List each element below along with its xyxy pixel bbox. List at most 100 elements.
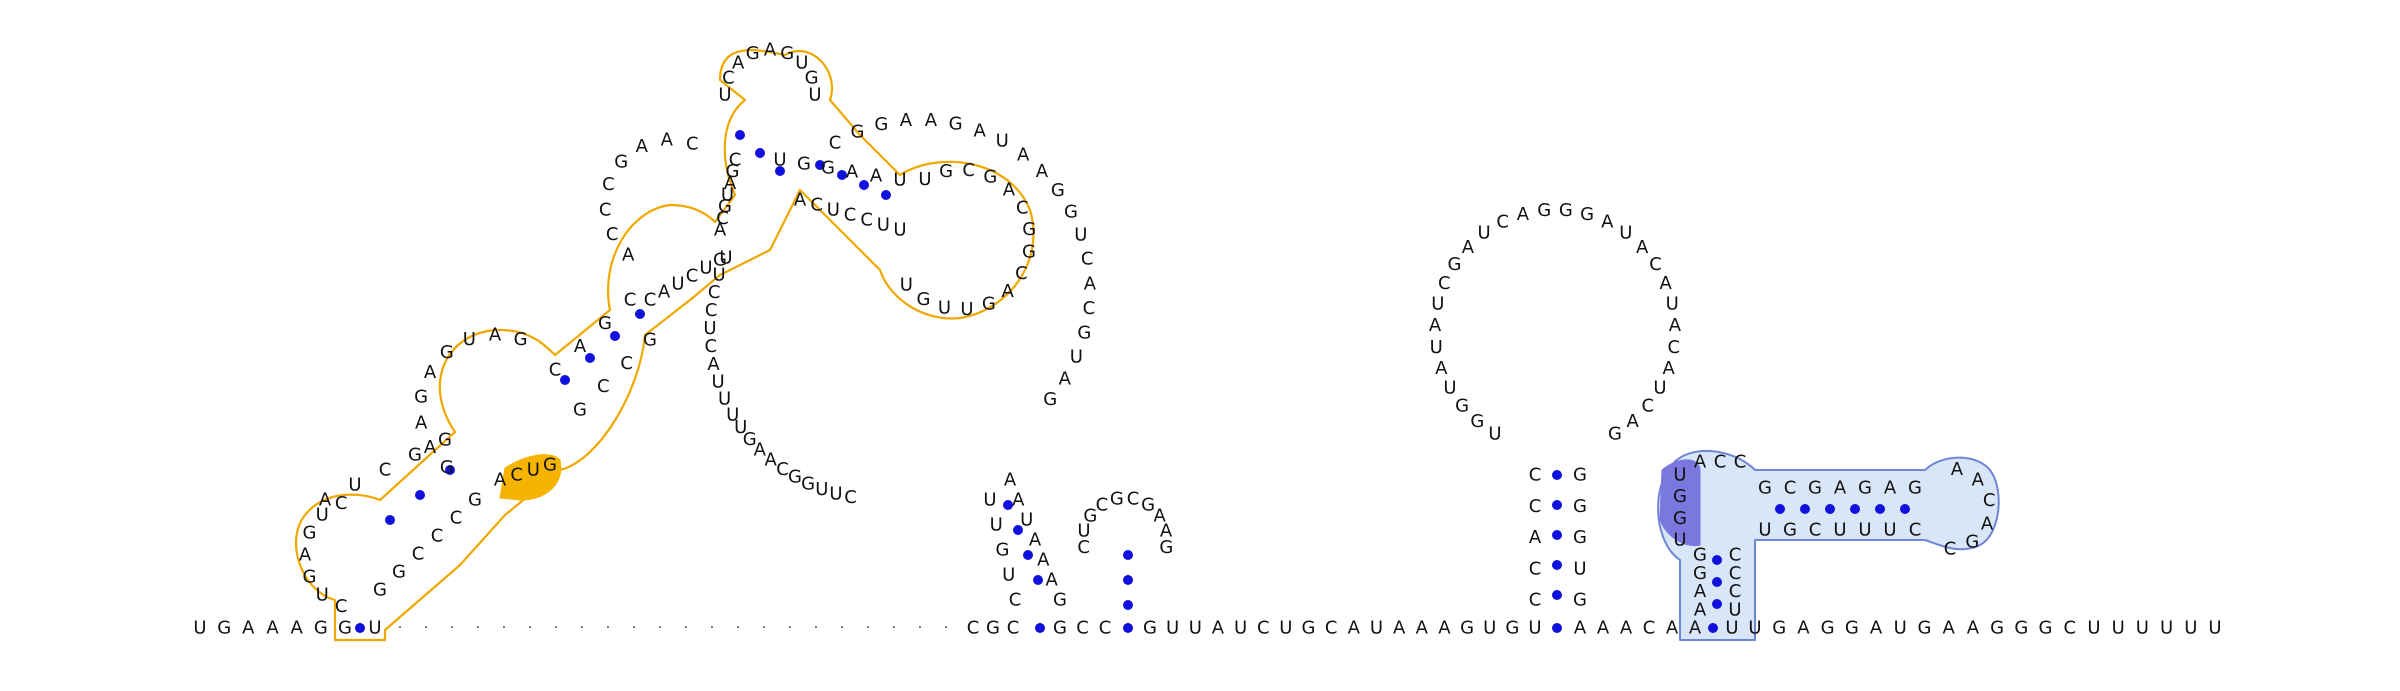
backbone-dash: · [424,620,428,636]
nucleotide: U [463,329,476,350]
nucleotide: U [1528,618,1541,639]
nucleotide-three-prime: U [1748,618,1761,639]
nucleotide: U [983,490,996,511]
nucleotide: A [1601,212,1614,233]
nucleotide: G [788,467,802,488]
backbone-dash: · [632,620,636,636]
nucleotide: A [1036,161,1049,182]
nucleotide: A [900,110,913,131]
nucleotide-three-prime: A [1797,618,1810,639]
nucleotide: A [732,53,745,74]
nucleotide: U [990,515,1003,536]
base-pair-dot [881,190,891,200]
nucleotide: G [1043,389,1057,410]
nucleotide: C [599,199,612,220]
nucleotide: G [598,313,612,334]
nucleotide: C [962,160,975,181]
nucleotide: C [1081,248,1094,269]
nucleotide: C [844,205,857,226]
nucleotide: C [1944,539,1957,560]
nucleotide: C [686,133,699,154]
nucleotide: A [658,282,671,303]
nucleotide: A [1689,618,1702,639]
nucleotide: A [794,190,807,211]
nucleotide: G [1505,618,1519,639]
nucleotide: C [606,224,619,245]
nucleotide: A [1435,358,1448,379]
nucleotide: C [776,459,789,480]
nucleotide: U [1279,618,1292,639]
backbone-dash: · [476,620,480,636]
nucleotide-five-prime: A [266,618,279,639]
nucleotide: U [1673,530,1686,551]
nucleotide: A [1663,358,1676,379]
nucleotide: C [1714,452,1727,473]
nucleotide: C [1809,520,1822,541]
nucleotide: A [636,136,649,157]
nucleotide: U [703,318,716,339]
nucleotide: U [808,85,821,106]
nucleotide: C [1009,590,1022,611]
nucleotide: U [893,170,906,191]
backbone-dash: · [450,620,454,636]
base-pair-dot [1123,550,1133,560]
nucleotide: U [1430,337,1443,358]
nucleotide: G [746,43,760,64]
nucleotide: A [424,437,437,458]
nucleotide: G [543,455,557,476]
nucleotide: C [844,487,857,508]
nucleotide: U [918,169,931,190]
nucleotide: C [705,336,718,357]
nucleotide: A [1834,478,1847,499]
base-pair-dot [1552,623,1562,633]
nucleotide: U [1234,618,1247,639]
nucleotide: U [1478,223,1491,244]
base-pair-dot [1552,590,1562,600]
nucleotide: C [1096,494,1109,515]
nucleotide: A [1084,273,1097,294]
nucleotide: A [1884,478,1897,499]
nucleotide: C [860,210,873,231]
nucleotide: G [303,523,317,544]
nucleotide-three-prime: A [1943,618,1956,639]
nucleotide: G [614,151,628,172]
nucleotide: A [1597,618,1610,639]
nucleotide: C [1784,478,1797,499]
nucleotide: C [1099,618,1112,639]
backbone-dash: · [866,620,870,636]
backbone-dash: · [736,620,740,636]
nucleotide: C [1983,490,1996,511]
base-pair-dot [1035,623,1045,633]
base-pair-dot [1552,530,1562,540]
nucleotide: U [1833,520,1846,541]
nucleotide: U [1020,510,1033,531]
nucleotide-three-prime: U [2184,618,2197,639]
nucleotide: G [440,342,454,363]
nucleotide: A [1416,618,1429,639]
nucleotide-three-prime: G [2014,618,2028,639]
nucleotide: G [851,121,865,142]
nucleotide-five-prime: A [291,618,304,639]
base-pair-dot [1123,623,1133,633]
nucleotide-pair-left: U [368,618,381,639]
nucleotide: U [316,585,329,606]
nucleotide: C [729,150,742,171]
nucleotide: A [1212,618,1225,639]
nucleotide: G [1608,423,1622,444]
nucleotide-five-prime: G [314,618,328,639]
nucleotide: U [1666,294,1679,315]
nucleotide: U [671,274,684,295]
nucleotide: G [414,386,428,407]
nucleotide: G [1455,396,1469,417]
base-pair-dot [1033,575,1043,585]
nucleotide: C [379,460,392,481]
backbone-dash: · [684,620,688,636]
nucleotide: A [1694,452,1707,473]
nucleotide: C [1083,298,1096,319]
nucleotide: G [1965,532,1979,553]
nucleotide: A [1659,273,1672,294]
backbone-dash: · [658,620,662,636]
nucleotide: G [1022,219,1036,240]
base-pair-dot [1552,500,1562,510]
nucleotide: U [1166,618,1179,639]
